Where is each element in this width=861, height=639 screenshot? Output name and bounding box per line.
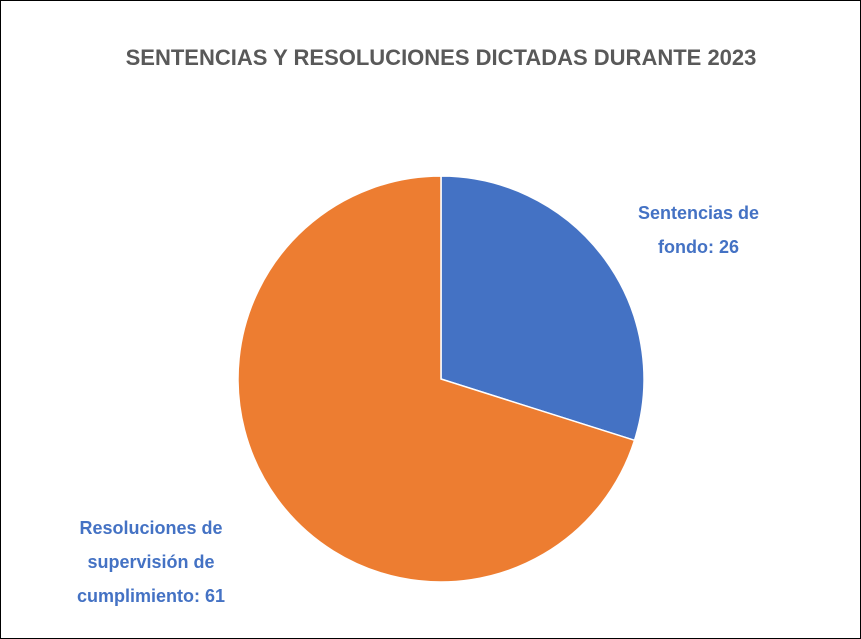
pie-slice	[237, 175, 636, 583]
chart-title: SENTENCIAS Y RESOLUCIONES DICTADAS DURAN…	[125, 45, 757, 70]
pie-slice	[440, 175, 645, 442]
data-label: Resoluciones de supervisión de cumplimie…	[76, 518, 226, 606]
data-label: Sentencias de fondo: 26	[637, 203, 760, 257]
